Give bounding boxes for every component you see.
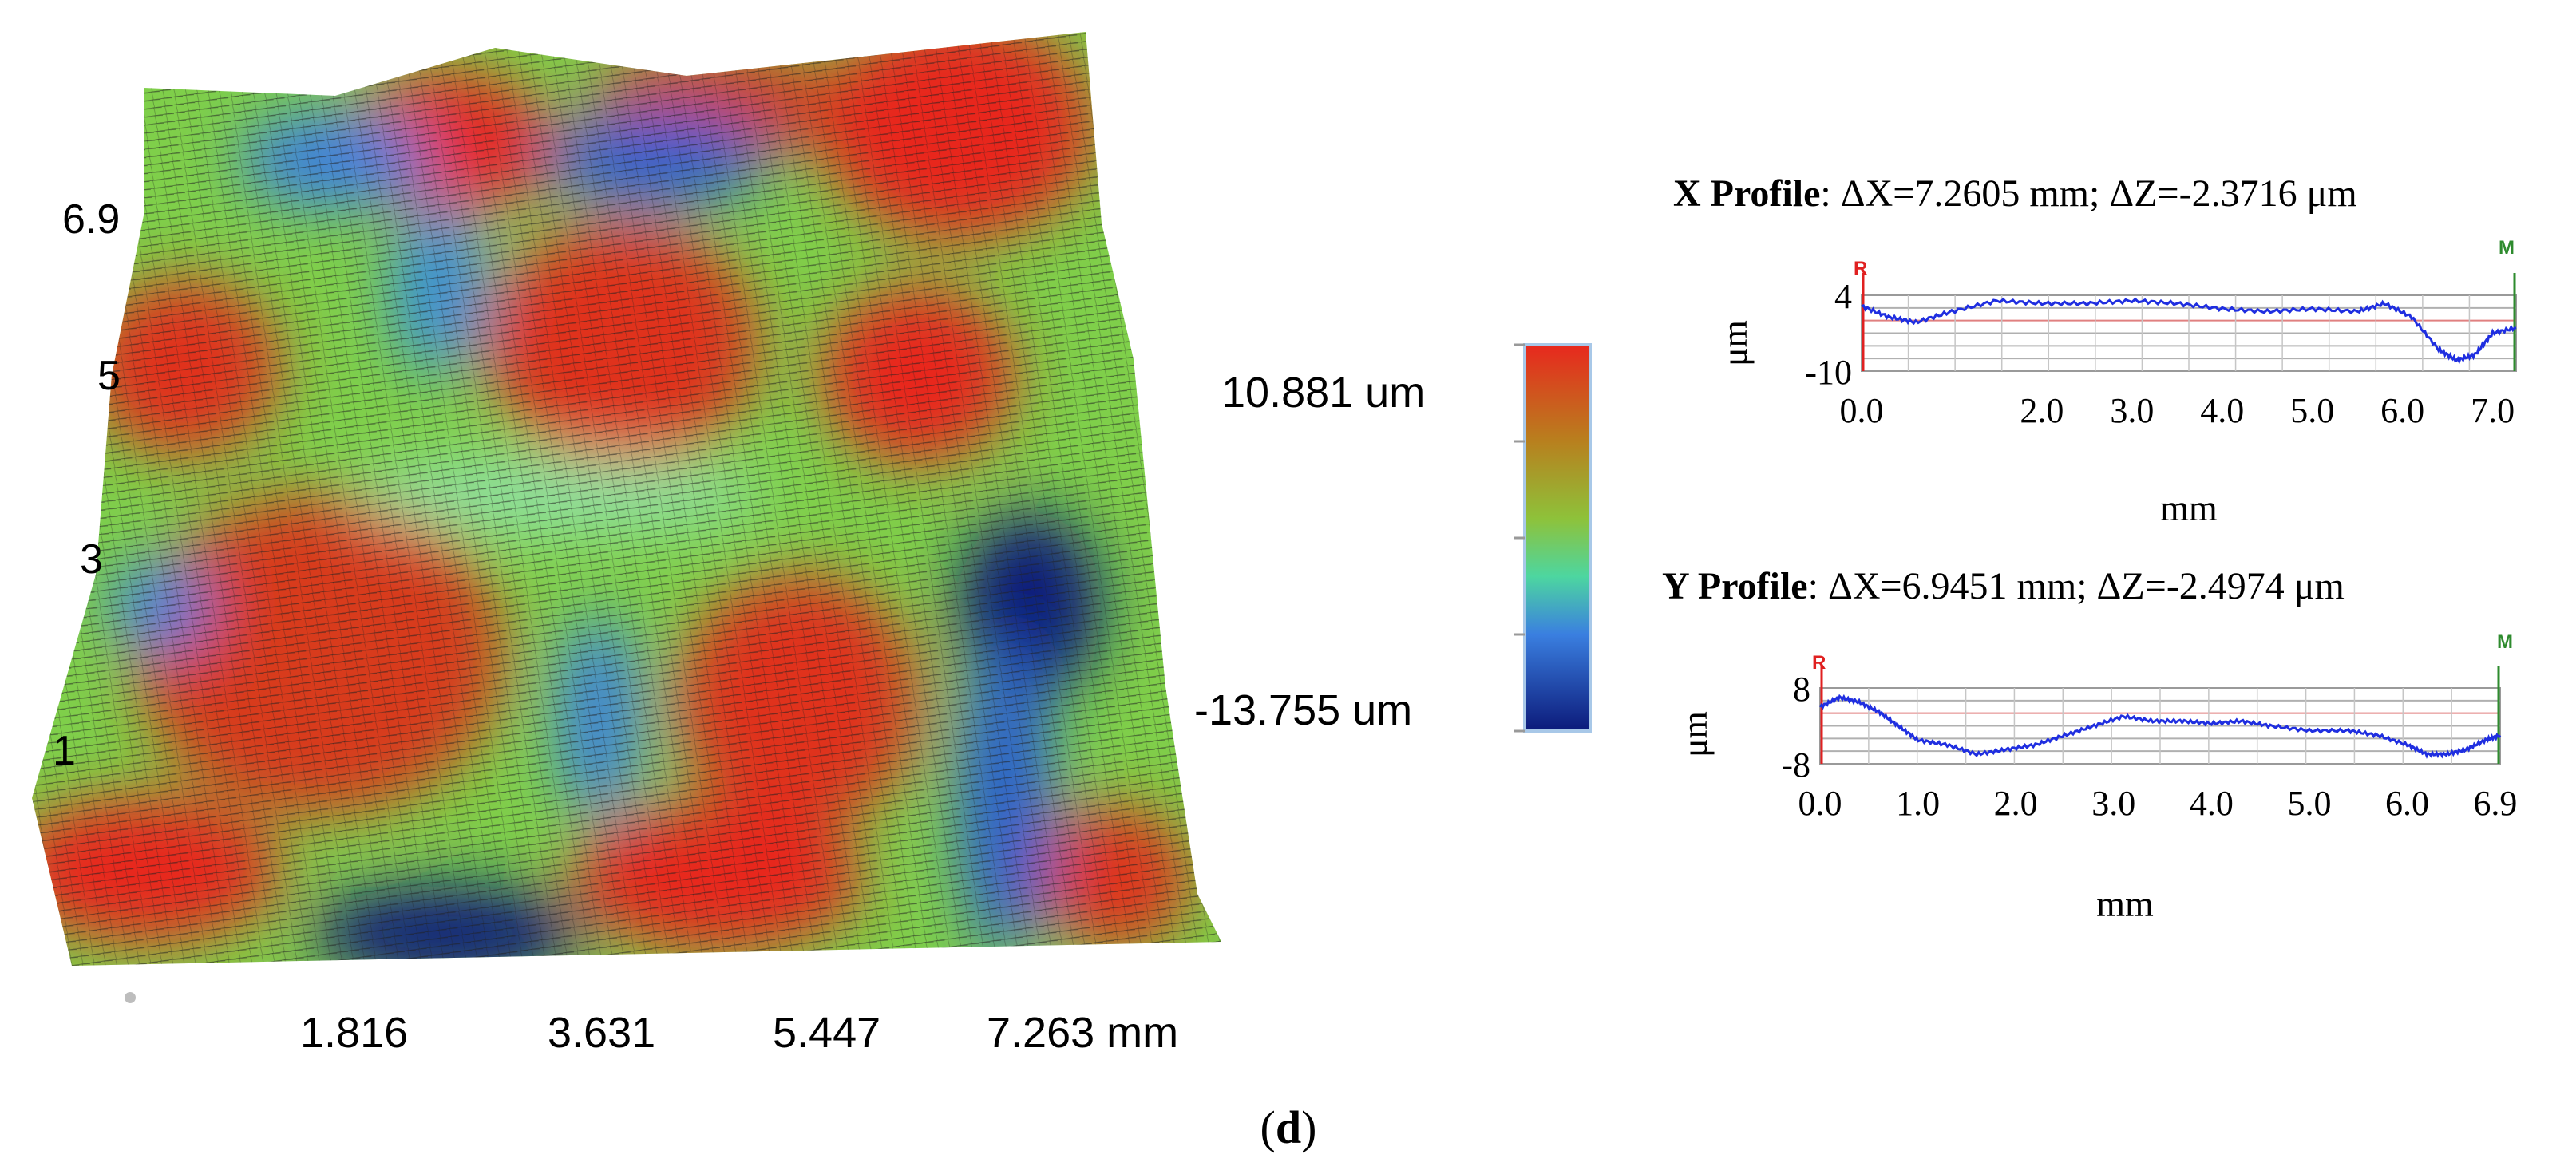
colorbar-max-label: 10.881 um [1221,369,1425,417]
x-profile-title: X Profile: ΔX=7.2605 mm; ΔZ=-2.3716 μm [1673,172,2357,215]
y-profile-xtick-label: 1.0 [1896,784,1940,823]
y-profile-ylabel: μm [1676,711,1715,757]
x-profile-series-line [1861,297,2517,365]
surface-x-tick: 7.263 mm [987,1009,1178,1057]
y-profile-ref-marker: R [1812,652,1826,674]
origin-dot [125,992,136,1003]
x-profile-xtick-label: 0.0 [1840,391,1884,430]
surface-x-ticks: 1.816 3.631 5.447 7.263 mm [300,1009,1178,1057]
surface-y-tick: 6.9 [62,196,120,243]
surface-y-tick: 1 [53,728,76,774]
y-profile-xtick-label: 2.0 [1994,784,2038,823]
y-profile-plot-area: 8 -80.0 1.0 2.0 3.0 4.0 5.0 6.0 6.9 [1781,666,2517,823]
colorbar-min-label: -13.755 um [1194,686,1412,734]
y-profile-ytick-label: -8 [1781,745,1810,785]
y-profile-xtick-label: 3.0 [2091,784,2135,823]
x-profile-chart: X Profile: ΔX=7.2605 mm; ΔZ=-2.3716 μm R… [1673,172,2517,528]
y-profile-chart: Y Profile: ΔX=6.9451 mm; ΔZ=-2.4974 μm R… [1662,565,2517,924]
surface-x-tick: 1.816 [300,1009,408,1057]
x-profile-xtick-label: 2.0 [2020,391,2064,430]
x-profile-xtick-label: 6.0 [2380,391,2424,430]
x-profile-meas-marker: M [2499,237,2515,259]
x-profile-ytick-label: 4 [1834,277,1852,316]
x-profile-plot-area: 4 -100.0 2.0 3.0 4.0 5.0 6.0 7.0 [1805,273,2517,430]
y-profile-series-line [1818,694,2502,759]
surface-plot [32,32,1221,1003]
x-profile-xlabel: mm [2160,488,2218,528]
x-profile-xtick-label: 5.0 [2290,391,2334,430]
x-profile-ytick-label: -10 [1805,353,1852,392]
surface-y-tick: 3 [80,536,103,583]
surface-x-tick: 5.447 [773,1009,880,1057]
x-profile-ylabel: μm [1715,320,1755,366]
x-profile-xtick-label: 7.0 [2471,391,2515,430]
colorbar-gradient [1523,343,1592,733]
y-profile-xtick-label: 6.9 [2473,784,2517,823]
y-profile-title: Y Profile: ΔX=6.9451 mm; ΔZ=-2.4974 μm [1662,565,2345,607]
y-profile-ytick-label: 8 [1793,670,1810,709]
y-profile-xtick-label: 6.0 [2385,784,2429,823]
surface-y-tick: 5 [97,353,121,399]
colorbar: 10.881 um -13.755 um [1194,343,1592,734]
figure-label: (d) [1260,1101,1317,1153]
y-profile-xtick-label: 5.0 [2287,784,2331,823]
surface-y-ticks: 6.9 5 3 1 [53,196,121,774]
surface-x-tick: 3.631 [548,1009,655,1057]
y-profile-meas-marker: M [2497,631,2513,653]
y-profile-xtick-label: 4.0 [2190,784,2234,823]
y-profile-xtick-label: 0.0 [1798,784,1842,823]
y-profile-xlabel: mm [2096,883,2154,924]
x-profile-xtick-label: 3.0 [2110,391,2154,430]
x-profile-xtick-label: 4.0 [2200,391,2244,430]
x-profile-ref-marker: R [1854,258,1867,279]
